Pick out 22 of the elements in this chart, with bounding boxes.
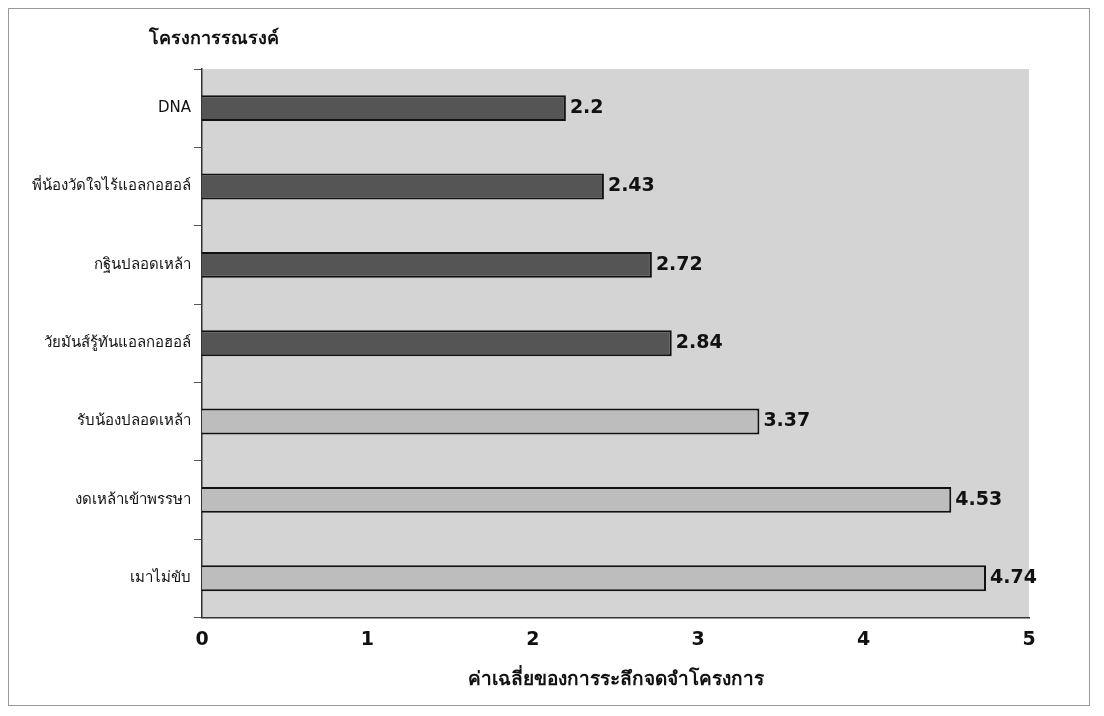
x-tick-label: 0 xyxy=(195,626,209,649)
x-tick-label: 2 xyxy=(526,626,540,649)
y-axis-title: โครงการรณรงค์ xyxy=(148,26,279,48)
data-label: 2.84 xyxy=(675,330,723,353)
x-tick-label: 4 xyxy=(856,626,871,649)
data-label: 2.43 xyxy=(607,173,655,196)
x-tick-label: 1 xyxy=(360,626,375,649)
x-axis-title: ค่าเฉลี่ยของการระลึกจดจำโครงการ xyxy=(467,664,765,689)
data-label: 2.72 xyxy=(655,251,703,274)
x-tick-label: 3 xyxy=(691,626,705,649)
y-tick-label: วัยมันส์รู้ทันแอลกอฮอล์ xyxy=(44,333,191,352)
y-tick-label: พี่น้องวัดใจไร้แอลกอฮอล์ xyxy=(32,174,191,195)
data-label: 4.74 xyxy=(990,565,1037,588)
data-label: 4.53 xyxy=(955,486,1003,509)
y-tick-label: เมาไม่ขับ xyxy=(130,568,191,587)
y-tick-label: DNA xyxy=(157,98,192,117)
data-label: 3.37 xyxy=(763,408,811,431)
y-tick-label: กฐินปลอดเหล้า xyxy=(94,254,191,273)
y-tick-label: รับน้องปลอดเหล้า xyxy=(77,411,191,430)
data-label: 2.2 xyxy=(569,95,604,118)
x-tick-label: 5 xyxy=(1022,626,1036,649)
y-tick-label: งดเหล้าเข้าพรรษา xyxy=(75,489,191,508)
